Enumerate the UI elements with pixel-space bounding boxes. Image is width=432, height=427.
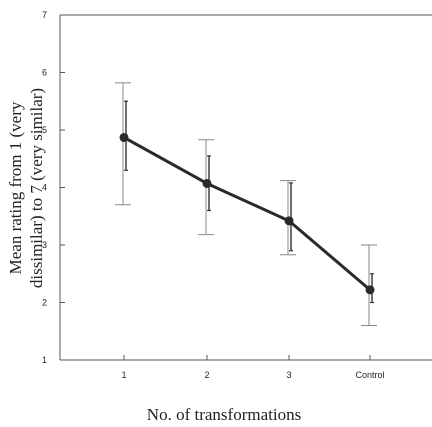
y-tick-label-6: 6 <box>42 68 47 78</box>
data-point-2 <box>202 178 212 188</box>
y-ticks: 1 2 3 4 5 6 7 <box>42 10 65 365</box>
series <box>119 132 375 295</box>
axes <box>59 14 432 361</box>
data-point-3 <box>284 216 294 226</box>
y-tick-label-5: 5 <box>42 125 47 135</box>
y-tick-label-2: 2 <box>42 298 47 308</box>
data-point-4 <box>365 285 375 295</box>
series-line <box>123 136 371 291</box>
error-bars <box>115 82 377 326</box>
x-ticks: 1 2 3 Control <box>121 355 385 380</box>
y-tick-label-4: 4 <box>42 183 47 193</box>
y-tick-label-3: 3 <box>42 240 47 250</box>
data-point-1 <box>119 132 129 142</box>
y-tick-label-1: 1 <box>42 355 47 365</box>
x-tick-label-3: 3 <box>286 370 291 380</box>
y-axis-title-line-2: dissimilar) to 7 (very similar) <box>27 88 46 288</box>
x-tick-label-2: 2 <box>204 370 209 380</box>
x-axis-title: No. of transformations <box>147 405 301 424</box>
x-tick-label-4: Control <box>355 370 384 380</box>
y-tick-label-7: 7 <box>42 10 47 20</box>
y-axis-title-line-1: Mean rating from 1 (very <box>6 101 25 274</box>
x-tick-label-1: 1 <box>121 370 126 380</box>
